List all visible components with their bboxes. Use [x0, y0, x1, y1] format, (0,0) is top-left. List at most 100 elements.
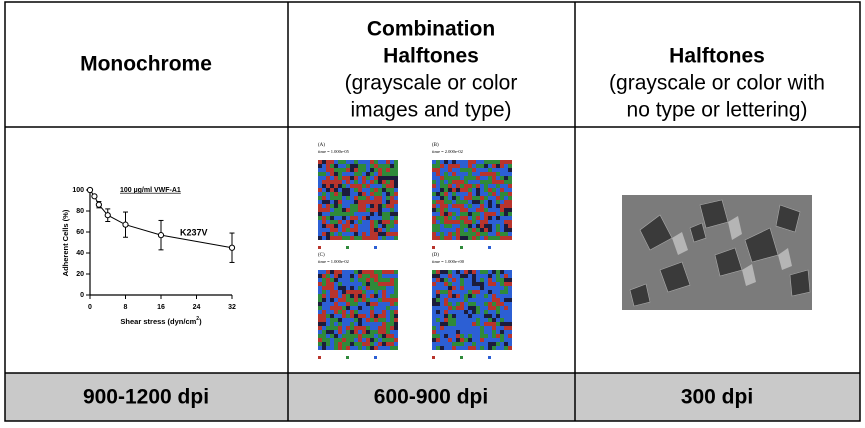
pixel [448, 204, 452, 208]
pixel [326, 184, 330, 188]
pixel [464, 168, 468, 172]
pixel [464, 330, 468, 334]
pixel [382, 274, 386, 278]
pixel [440, 212, 444, 216]
pixel [382, 180, 386, 184]
pixel [362, 220, 366, 224]
pixel [440, 274, 444, 278]
pixel [440, 326, 444, 330]
pixel [504, 322, 508, 326]
pixel [456, 318, 460, 322]
pixel [330, 176, 334, 180]
pixel [358, 220, 362, 224]
pixel [322, 310, 326, 314]
pixel [354, 180, 358, 184]
pixel [342, 274, 346, 278]
pixel [374, 208, 378, 212]
pixel [432, 224, 436, 228]
pixel [338, 278, 342, 282]
pixel [488, 330, 492, 334]
pixel [362, 314, 366, 318]
pixel [370, 236, 374, 240]
legend-swatch [460, 246, 463, 249]
pixel [330, 168, 334, 172]
pixel [358, 172, 362, 176]
pixel [318, 232, 322, 236]
pixel [346, 314, 350, 318]
pixel [484, 236, 488, 240]
pixel [390, 216, 394, 220]
pixel [484, 306, 488, 310]
pixel [342, 330, 346, 334]
pixel [322, 302, 326, 306]
pixel [358, 212, 362, 216]
pixel [440, 290, 444, 294]
pixel [464, 274, 468, 278]
panel-label: (C) [318, 253, 325, 258]
pixel [464, 200, 468, 204]
pixel [484, 326, 488, 330]
pixel [326, 212, 330, 216]
pixel [350, 216, 354, 220]
pixel [366, 220, 370, 224]
pixel [496, 334, 500, 338]
pixel [436, 192, 440, 196]
pixel [504, 314, 508, 318]
pixel [432, 270, 436, 274]
pixel [334, 278, 338, 282]
pixel [444, 306, 448, 310]
pixel [318, 196, 322, 200]
pixel [390, 196, 394, 200]
pixel [452, 168, 456, 172]
pixel [342, 168, 346, 172]
pixel [432, 306, 436, 310]
pixel [362, 278, 366, 282]
pixel [472, 188, 476, 192]
pixel [394, 322, 398, 326]
pixel [464, 334, 468, 338]
pixel [358, 216, 362, 220]
pixel [488, 224, 492, 228]
pixel [366, 302, 370, 306]
pixel [326, 306, 330, 310]
pixel [480, 188, 484, 192]
pixel [456, 274, 460, 278]
pixel [374, 160, 378, 164]
pixel [394, 168, 398, 172]
pixel [456, 338, 460, 342]
pixel [460, 290, 464, 294]
pixel [386, 298, 390, 302]
pixel [448, 298, 452, 302]
pixel [326, 326, 330, 330]
pixel [390, 322, 394, 326]
pixel [436, 326, 440, 330]
pixel [354, 212, 358, 216]
pixel [358, 314, 362, 318]
pixel [350, 282, 354, 286]
pixel [354, 346, 358, 350]
pixel [326, 232, 330, 236]
pixel [354, 290, 358, 294]
pixel [448, 270, 452, 274]
pixel [322, 180, 326, 184]
pixel [382, 204, 386, 208]
pixel [436, 310, 440, 314]
pixel [350, 278, 354, 282]
pixel [488, 232, 492, 236]
pixel [338, 290, 342, 294]
pixel [374, 184, 378, 188]
pixel [460, 342, 464, 346]
pixel [318, 314, 322, 318]
pixel [370, 180, 374, 184]
pixel [318, 286, 322, 290]
pixel [330, 180, 334, 184]
pixel [378, 270, 382, 274]
pixel [390, 278, 394, 282]
pixel [472, 228, 476, 232]
pixel [432, 346, 436, 350]
pixel [504, 196, 508, 200]
pixel [452, 192, 456, 196]
pixel [496, 330, 500, 334]
pixel [448, 338, 452, 342]
pixel [444, 188, 448, 192]
